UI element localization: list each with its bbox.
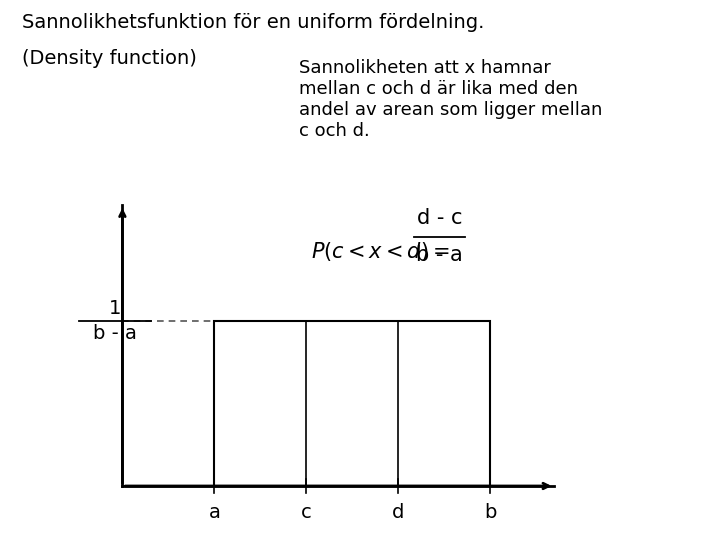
Text: a: a xyxy=(208,503,220,522)
Text: (Density function): (Density function) xyxy=(22,49,197,68)
Bar xyxy=(215,321,490,486)
Text: d: d xyxy=(392,503,405,522)
Text: b - a: b - a xyxy=(94,323,137,342)
Text: $P(c < x < d)=$: $P(c < x < d)=$ xyxy=(311,240,449,263)
Text: b - a: b - a xyxy=(416,245,463,265)
Text: c: c xyxy=(301,503,312,522)
Text: Sannolikheten att x hamnar
mellan c och d är lika med den
andel av arean som lig: Sannolikheten att x hamnar mellan c och … xyxy=(299,59,602,140)
Text: 1: 1 xyxy=(109,299,122,318)
Text: b: b xyxy=(484,503,496,522)
Text: d - c: d - c xyxy=(417,208,462,228)
Text: Sannolikhetsfunktion för en uniform fördelning.: Sannolikhetsfunktion för en uniform förd… xyxy=(22,14,484,32)
